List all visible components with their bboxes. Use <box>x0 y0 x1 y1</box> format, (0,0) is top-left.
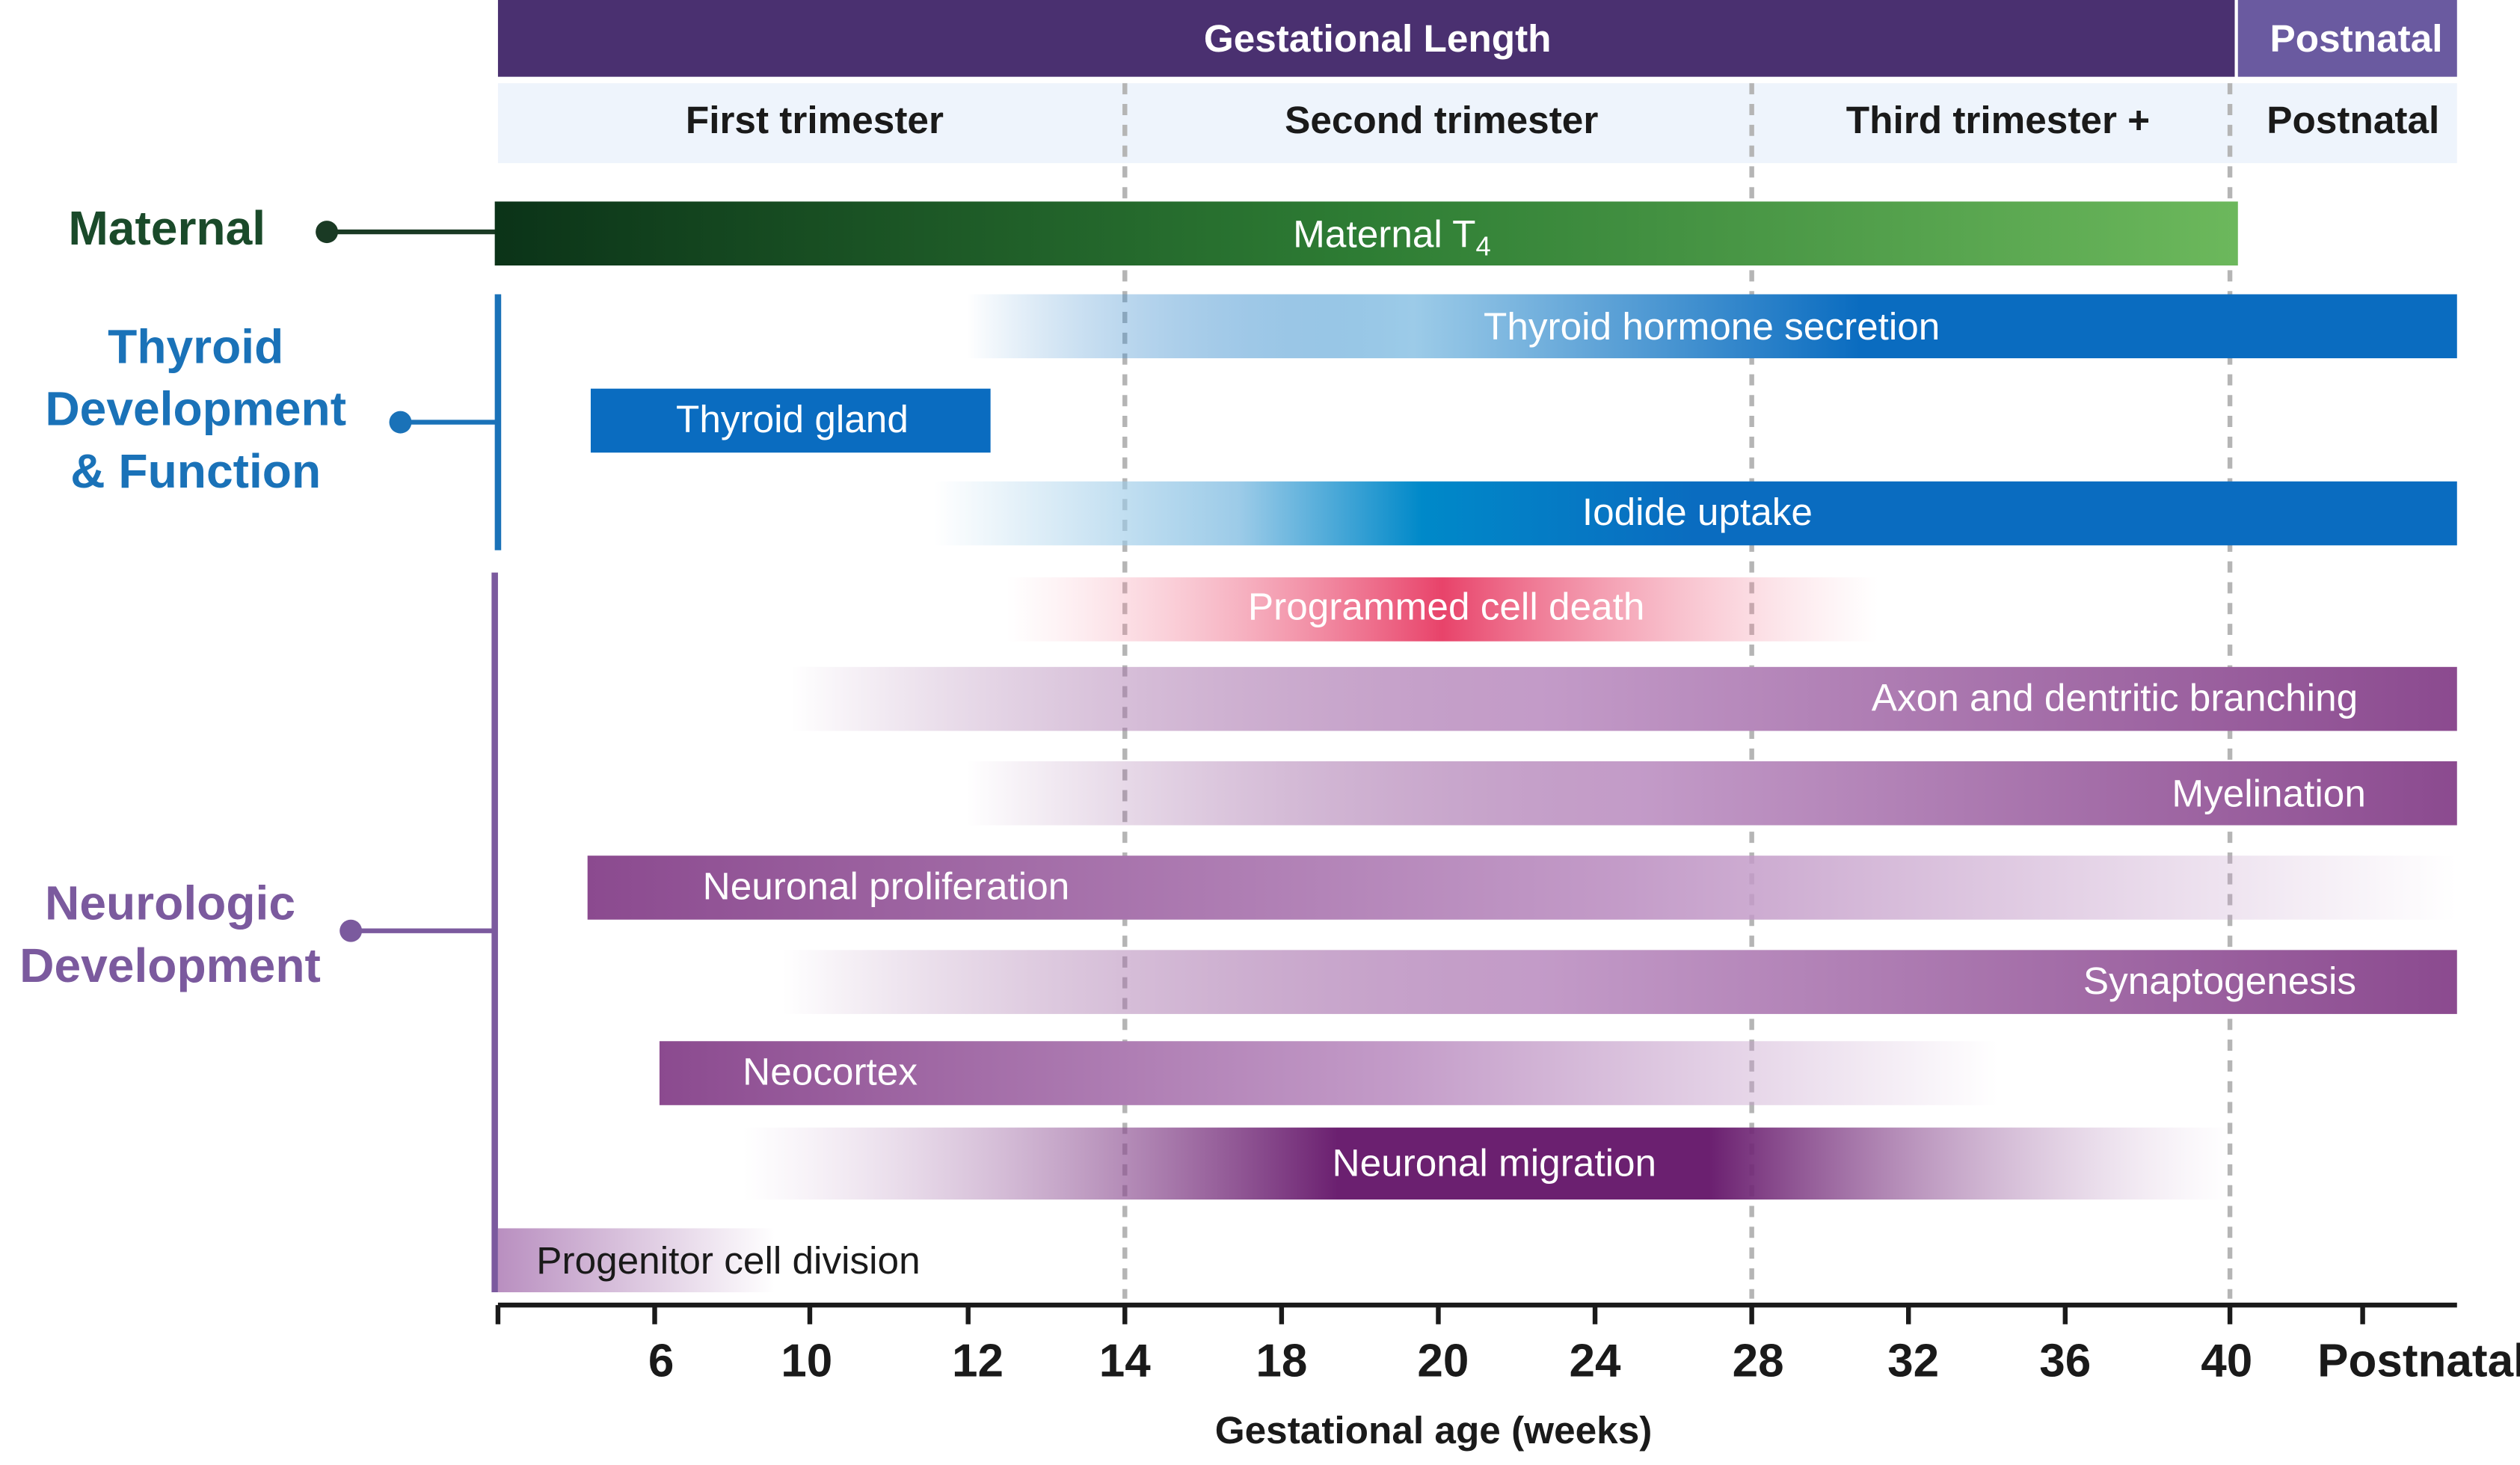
bar-label: Thyroid gland <box>676 398 909 440</box>
group-label: Neurologic Development <box>19 876 321 992</box>
bar <box>934 481 2457 546</box>
axis-tick-label: 6 <box>648 1336 674 1387</box>
bar <box>497 1228 775 1293</box>
group-label-line: & Function <box>70 444 321 498</box>
bar-label: Thyroid hormone secretion <box>1484 305 1940 348</box>
group-label: Maternal <box>68 201 265 255</box>
header-postnatal: Postnatal <box>2270 17 2443 60</box>
bar-label: Neuronal migration <box>1333 1142 1657 1185</box>
axis-tick-label: 14 <box>1099 1336 1151 1387</box>
bar <box>587 856 2457 920</box>
bar-label: Neuronal proliferation <box>703 865 1070 908</box>
bar <box>782 950 2457 1014</box>
group-label-line: Development <box>45 382 346 436</box>
group-label-line: Development <box>19 939 321 992</box>
group-dot <box>389 411 412 434</box>
axis-tick-label: 10 <box>781 1336 832 1387</box>
bar-label: Axon and dentritic branching <box>1872 676 2358 719</box>
group-label: Thyroid Development & Function <box>45 319 346 498</box>
axis-tick-labels: 6 10 12 14 18 20 24 28 32 36 40 Postnatal <box>648 1336 2520 1387</box>
bar-label: Synaptogenesis <box>2083 959 2356 1002</box>
bar-label: Myelination <box>2172 773 2366 815</box>
axis-tick-label: 24 <box>1570 1336 1621 1387</box>
bar-label: Neocortex <box>743 1051 918 1093</box>
axis-tick-label: 12 <box>952 1336 1004 1387</box>
bar <box>743 1127 2231 1200</box>
axis-tick-label: 32 <box>1887 1336 1939 1387</box>
bar-label: Progenitor cell division <box>536 1239 920 1282</box>
bar <box>494 201 2238 266</box>
header-title: Gestational Length <box>1204 17 1552 60</box>
bar-label-text: Maternal T <box>1293 212 1475 255</box>
axis-tick-label: 36 <box>2039 1336 2091 1387</box>
bar <box>1007 577 1878 642</box>
period-label: Third trimester + <box>1846 99 2150 141</box>
bar <box>590 388 991 453</box>
axis-tick-label: 20 <box>1417 1336 1469 1387</box>
group-label-line: Thyroid <box>108 319 283 373</box>
period-label: Second trimester <box>1285 99 1598 141</box>
bar-label: Iodide uptake <box>1582 491 1813 533</box>
axis-tick-label: Postnatal <box>2317 1336 2520 1387</box>
header-bar <box>2237 0 2457 77</box>
period-label: First trimester <box>686 99 944 141</box>
header-bar <box>497 0 2235 77</box>
axis-tick-label: 18 <box>1256 1336 1307 1387</box>
bar <box>659 1041 1998 1105</box>
bar <box>966 294 2457 359</box>
bar <box>966 761 2457 826</box>
axis-tick-label: 40 <box>2201 1336 2252 1387</box>
bar-label: Programmed cell death <box>1248 585 1645 627</box>
period-label: Postnatal <box>2267 99 2439 141</box>
axis-ticks <box>495 1305 2365 1324</box>
axis-title: Gestational age (weeks) <box>1215 1409 1653 1452</box>
axis-tick-label: 28 <box>1733 1336 1784 1387</box>
bar-label-subscript: 4 <box>1475 230 1490 261</box>
period-band <box>497 83 2457 164</box>
group-label-line: Neurologic <box>45 876 295 930</box>
bar <box>790 666 2457 731</box>
bar-label: Maternal T4 <box>1293 212 1491 261</box>
